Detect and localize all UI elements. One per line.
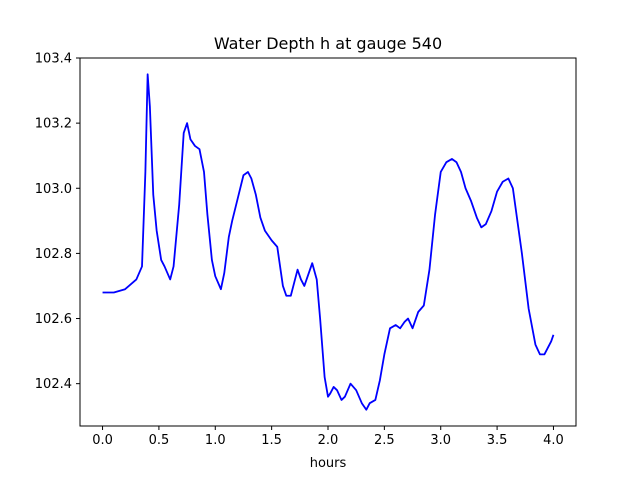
y-tick-label: 102.4 bbox=[35, 377, 72, 392]
x-tick-label: 2.0 bbox=[318, 433, 339, 448]
y-tick-label: 103.2 bbox=[35, 117, 72, 132]
x-tick-label: 0.5 bbox=[149, 433, 170, 448]
y-tick-label: 102.6 bbox=[35, 312, 72, 327]
chart-title: Water Depth h at gauge 540 bbox=[214, 34, 442, 53]
axes-frame bbox=[79, 57, 577, 427]
plot-area bbox=[102, 73, 555, 411]
x-axis-ticks: 0.0 0.5 1.0 1.5 2.0 2.5 3.0 3.5 4.0 bbox=[92, 426, 564, 448]
y-tick-label: 103.4 bbox=[35, 52, 72, 67]
x-tick-label: 2.5 bbox=[374, 433, 395, 448]
x-tick-label: 3.0 bbox=[430, 433, 451, 448]
x-tick-label: 1.0 bbox=[205, 433, 226, 448]
series-line-0 bbox=[102, 73, 555, 411]
x-tick-label: 0.0 bbox=[92, 433, 113, 448]
x-tick-label: 3.5 bbox=[487, 433, 508, 448]
x-axis-label: hours bbox=[310, 456, 347, 471]
y-tick-label: 102.8 bbox=[35, 247, 72, 262]
x-tick-label: 1.5 bbox=[261, 433, 282, 448]
y-axis-ticks: 102.4 102.6 102.8 103.0 103.2 103.4 bbox=[35, 52, 80, 392]
y-tick-label: 103.0 bbox=[35, 182, 72, 197]
x-tick-label: 4.0 bbox=[543, 433, 564, 448]
